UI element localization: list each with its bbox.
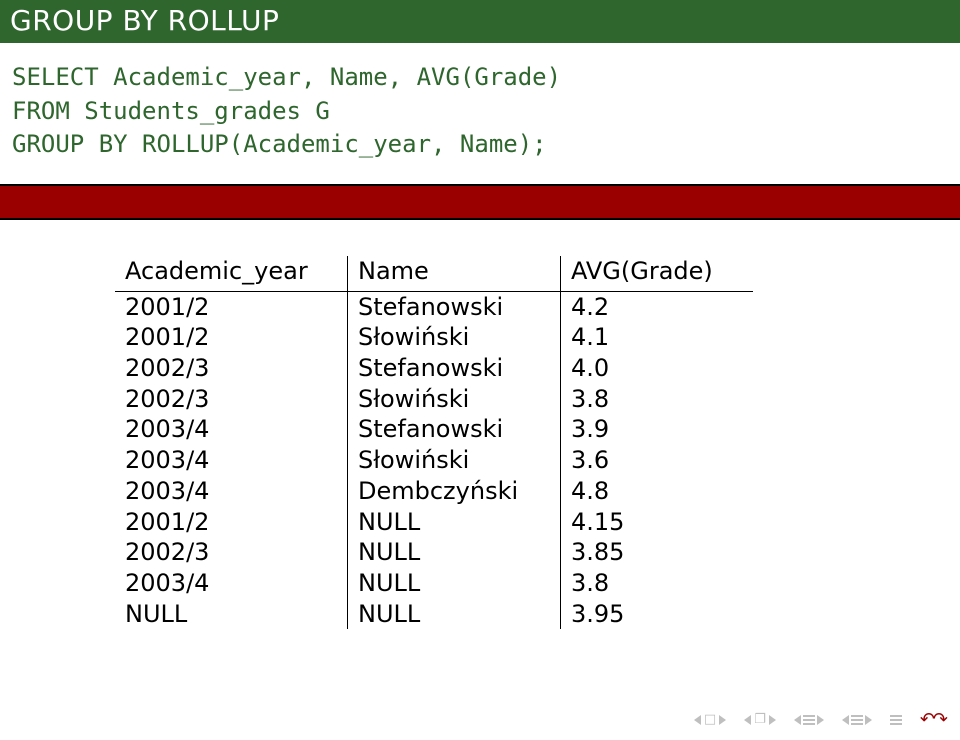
cell-name: Stefanowski (348, 291, 561, 322)
triangle-right-icon (719, 715, 726, 725)
lines-icon (803, 715, 815, 725)
cell-name: Słowiński (348, 322, 561, 353)
cell-avg: 4.2 (561, 291, 754, 322)
cell-name: Słowiński (348, 445, 561, 476)
cell-name: Dembczyński (348, 476, 561, 507)
cell-avg: 3.8 (561, 384, 754, 415)
cell-name: NULL (348, 568, 561, 599)
table-row: 2002/3NULL3.85 (115, 537, 753, 568)
cell-avg: 3.9 (561, 414, 754, 445)
cell-year: 2003/4 (115, 476, 348, 507)
cell-year: 2003/4 (115, 568, 348, 599)
table-row: 2003/4NULL3.8 (115, 568, 753, 599)
slide-title: GROUP BY ROLLUP (10, 4, 279, 37)
square-icon: □ (704, 712, 716, 727)
col-header-academic-year: Academic_year (115, 256, 348, 291)
table-row: 2002/3Słowiński3.8 (115, 384, 753, 415)
table-header-row: Academic_year Name AVG(Grade) (115, 256, 753, 291)
table-row: 2001/2NULL4.15 (115, 507, 753, 538)
lines-icon (851, 715, 863, 725)
cell-year: 2001/2 (115, 322, 348, 353)
triangle-left-icon (794, 715, 801, 725)
red-bar (0, 186, 960, 218)
triangle-left-icon (842, 715, 849, 725)
nav-first-group[interactable]: □ (694, 712, 726, 727)
table-row: 2002/3Stefanowski4.0 (115, 353, 753, 384)
cell-name: Stefanowski (348, 414, 561, 445)
slide-title-bar: GROUP BY ROLLUP (0, 0, 960, 43)
cell-year: 2001/2 (115, 507, 348, 538)
table-row: NULLNULL3.95 (115, 599, 753, 630)
cell-avg: 4.15 (561, 507, 754, 538)
cell-avg: 3.85 (561, 537, 754, 568)
cell-year: 2002/3 (115, 353, 348, 384)
cell-year: NULL (115, 599, 348, 630)
cell-avg: 3.95 (561, 599, 754, 630)
nav-frame-group[interactable]: ❐ (744, 712, 776, 727)
cell-avg: 4.8 (561, 476, 754, 507)
triangle-left-icon (744, 715, 751, 725)
triangle-left-icon (694, 715, 701, 725)
triangle-right-icon (769, 715, 776, 725)
cell-avg: 4.1 (561, 322, 754, 353)
nav-section-group[interactable] (794, 715, 824, 725)
triangle-right-icon (865, 715, 872, 725)
table-row: 2003/4Słowiński3.6 (115, 445, 753, 476)
col-header-avg-grade: AVG(Grade) (561, 256, 754, 291)
cell-name: NULL (348, 507, 561, 538)
cell-name: Stefanowski (348, 353, 561, 384)
table-row: 2001/2Słowiński4.1 (115, 322, 753, 353)
cell-year: 2002/3 (115, 384, 348, 415)
cell-name: NULL (348, 537, 561, 568)
table-row: 2003/4Dembczyński4.8 (115, 476, 753, 507)
cell-name: Słowiński (348, 384, 561, 415)
table-body: 2001/2Stefanowski4.2 2001/2Słowiński4.1 … (115, 291, 753, 629)
sql-code-block: SELECT Academic_year, Name, AVG(Grade) F… (0, 43, 960, 184)
triangle-right-icon (817, 715, 824, 725)
nav-subsection-group[interactable] (842, 715, 872, 725)
table-row: 2001/2Stefanowski4.2 (115, 291, 753, 322)
slide-nav-footer: □ ❐ ↶↷ (694, 709, 946, 730)
undo-redo-icon[interactable]: ↶↷ (920, 709, 946, 730)
cell-year: 2002/3 (115, 537, 348, 568)
cell-year: 2003/4 (115, 414, 348, 445)
result-table: Academic_year Name AVG(Grade) 2001/2Stef… (115, 256, 753, 630)
frame-icon: ❐ (754, 712, 766, 727)
cell-avg: 3.6 (561, 445, 754, 476)
lines-icon[interactable] (890, 715, 902, 725)
cell-name: NULL (348, 599, 561, 630)
col-header-name: Name (348, 256, 561, 291)
cell-year: 2001/2 (115, 291, 348, 322)
cell-avg: 4.0 (561, 353, 754, 384)
table-row: 2003/4Stefanowski3.9 (115, 414, 753, 445)
cell-year: 2003/4 (115, 445, 348, 476)
result-table-wrap: Academic_year Name AVG(Grade) 2001/2Stef… (0, 220, 960, 630)
cell-avg: 3.8 (561, 568, 754, 599)
